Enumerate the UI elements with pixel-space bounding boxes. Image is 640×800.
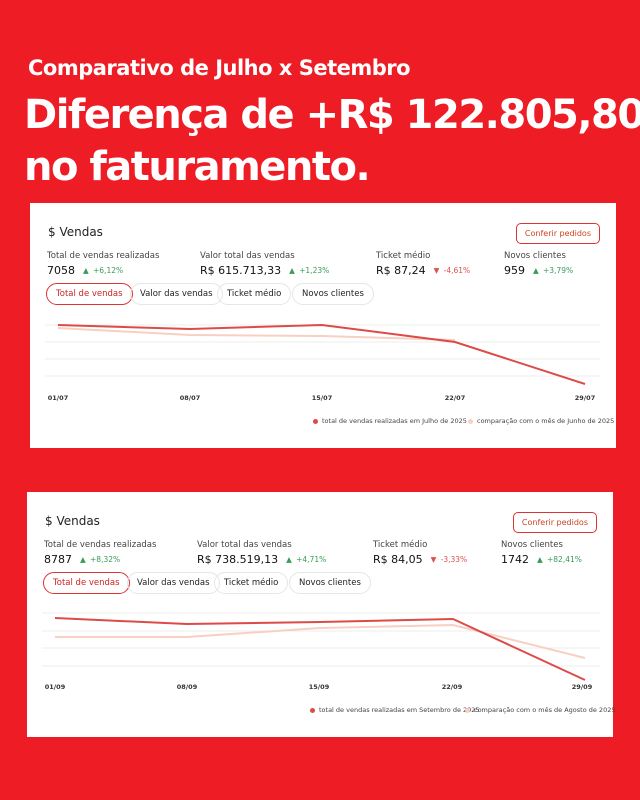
metric-label: Novos clientes: [501, 540, 563, 550]
metric-value: 959: [504, 264, 525, 277]
trend-icon: ▲: [533, 266, 539, 275]
metric-value: 8787: [44, 553, 72, 566]
metric-label: Valor total das vendas: [200, 251, 295, 261]
metric-label: Ticket médio: [373, 540, 428, 550]
metric-value: R$ 615.713,33: [200, 264, 282, 277]
metric-change: -4,61%: [443, 266, 471, 275]
metric-change: +82,41%: [547, 555, 582, 564]
trend-icon: ▼: [433, 266, 440, 275]
legend-entry: total de vendas realizadas em Julho de 2…: [322, 417, 467, 425]
x-label: 22/09: [441, 683, 463, 691]
x-label: 22/07: [444, 394, 466, 402]
metric-change: +4,71%: [296, 555, 327, 564]
metric-change: +6,12%: [93, 266, 124, 275]
x-label: 29/07: [574, 394, 596, 402]
tab[interactable]: Total de vendas: [46, 283, 133, 305]
card-title: $ Vendas: [45, 514, 100, 528]
metric-value: 1742: [501, 553, 529, 566]
metric-change: -3,33%: [440, 555, 468, 564]
metric-value: R$ 84,05: [373, 553, 423, 566]
legend-entry: comparação com o mês de Junho de 2025: [477, 417, 615, 425]
button[interactable]: Conferir pedidos: [515, 223, 600, 244]
metric-label: Total de vendas realizadas: [47, 251, 160, 261]
metric-label: Ticket médio: [376, 251, 431, 261]
legend-entry: total de vendas realizadas em Setembro d…: [319, 706, 480, 714]
tab[interactable]: Ticket médio: [214, 572, 289, 594]
trend-icon: ▲: [289, 266, 295, 275]
metric-label: Novos clientes: [504, 251, 566, 261]
tab[interactable]: Novos clientes: [292, 283, 374, 305]
metric-value: R$ 87,24: [376, 264, 426, 277]
x-label: 15/07: [311, 394, 333, 402]
legend-entry: comparação com o mês de Agosto de 2025: [474, 706, 616, 714]
legend-dot: [310, 708, 315, 713]
metric-change: +3,79%: [543, 266, 574, 275]
x-label: 15/09: [308, 683, 330, 691]
metric-label: Valor total das vendas: [197, 540, 292, 550]
x-label: 01/09: [44, 683, 66, 691]
legend-dot: [465, 708, 470, 713]
metric-value: 7058: [47, 264, 75, 277]
tab[interactable]: Total de vendas: [43, 572, 130, 594]
x-label: 08/09: [176, 683, 198, 691]
metric-value: R$ 738.519,13: [197, 553, 279, 566]
x-label: 08/07: [179, 394, 201, 402]
tab[interactable]: Novos clientes: [289, 572, 371, 594]
headline: no faturamento.: [24, 144, 371, 190]
headline: Diferença de +R$ 122.805,80: [24, 92, 640, 138]
legend-dot: [468, 419, 473, 424]
button[interactable]: Conferir pedidos: [512, 512, 597, 533]
legend-dot: [313, 419, 318, 424]
metric-change: +1,23%: [299, 266, 330, 275]
subtitle: Comparativo de Julho x Setembro: [28, 56, 411, 80]
card-title: $ Vendas: [48, 225, 103, 239]
trend-icon: ▲: [537, 555, 543, 564]
trend-icon: ▲: [286, 555, 292, 564]
card: $ Vendas Conferir pedidos Total de vendas …: [27, 492, 616, 737]
metric-label: Total de vendas realizadas: [44, 540, 157, 550]
tab[interactable]: Ticket médio: [217, 283, 292, 305]
trend-icon: ▲: [83, 266, 89, 275]
x-label: 29/09: [571, 683, 593, 691]
x-label: 01/07: [47, 394, 69, 402]
metric-change: +8,32%: [90, 555, 121, 564]
trend-icon: ▼: [430, 555, 437, 564]
trend-icon: ▲: [80, 555, 86, 564]
